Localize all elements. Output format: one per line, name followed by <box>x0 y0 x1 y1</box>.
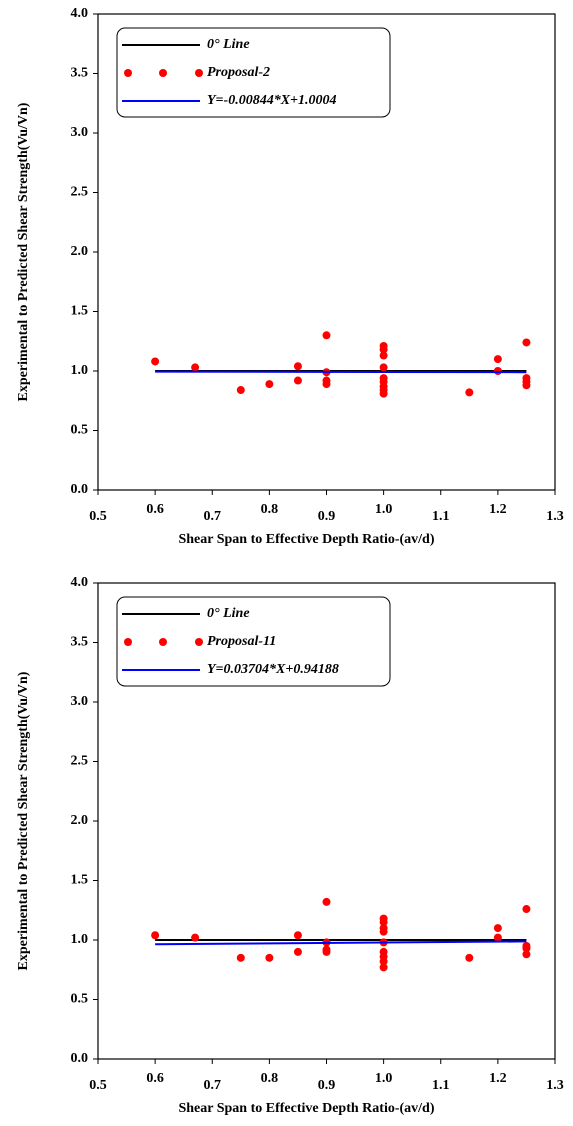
point <box>379 363 388 372</box>
legend-label: 0° Line <box>207 606 250 621</box>
legend-label: Y=-0.00844*X+1.0004 <box>207 93 337 108</box>
point <box>191 933 200 942</box>
y-tick-label: 0.0 <box>71 1051 89 1066</box>
point <box>522 381 531 390</box>
y-tick-label: 2.5 <box>71 185 89 200</box>
line <box>155 940 527 946</box>
y-tick-label: 3.0 <box>71 694 89 709</box>
y-tick-label: 3.5 <box>71 635 89 650</box>
point <box>379 957 388 966</box>
point <box>465 953 474 962</box>
x-axis-label: Shear Span to Effective Depth Ratio-(av/… <box>178 532 434 547</box>
point <box>522 905 531 914</box>
x-tick-label: 1.3 <box>546 1078 564 1093</box>
point <box>236 953 245 962</box>
x-tick-label: 0.9 <box>318 509 336 524</box>
x-tick-label: 0.8 <box>261 1071 279 1086</box>
y-axis-label: Experimental to Predicted Shear Strength… <box>16 102 31 401</box>
legend-marker <box>159 69 167 77</box>
y-tick-label: 0.0 <box>71 482 89 497</box>
y-tick-label: 1.5 <box>71 304 89 319</box>
point <box>379 927 388 936</box>
point <box>265 953 274 962</box>
legend-marker <box>195 638 203 646</box>
y-axis-label: Experimental to Predicted Shear Strength… <box>16 671 31 970</box>
point <box>522 944 531 953</box>
x-tick-label: 0.7 <box>204 509 222 524</box>
point <box>493 924 502 933</box>
y-tick-label: 3.0 <box>71 125 89 140</box>
y-tick-label: 0.5 <box>71 992 89 1007</box>
point <box>293 931 302 940</box>
point <box>293 947 302 956</box>
point <box>151 931 160 940</box>
point <box>493 367 502 375</box>
x-tick-label: 1.1 <box>432 509 450 524</box>
point <box>379 345 388 354</box>
line <box>155 370 527 374</box>
point <box>293 362 302 371</box>
y-tick-label: 4.0 <box>71 6 89 21</box>
point <box>522 950 531 959</box>
y-tick-label: 2.5 <box>71 754 89 769</box>
legend-box <box>116 596 391 687</box>
point <box>322 380 331 389</box>
x-axis-label: Shear Span to Effective Depth Ratio-(av/… <box>178 1101 434 1116</box>
y-tick-label: 1.0 <box>71 363 89 378</box>
legend-label: Proposal-2 <box>207 65 270 80</box>
x-tick-label: 0.9 <box>318 1078 336 1093</box>
x-tick-label: 1.2 <box>489 1071 507 1086</box>
point <box>293 376 302 385</box>
legend-marker <box>159 638 167 646</box>
y-tick-label: 3.5 <box>71 66 89 81</box>
legend-label: Y=0.03704*X+0.94188 <box>207 662 339 677</box>
point <box>379 351 388 360</box>
x-tick-label: 0.5 <box>89 1078 107 1093</box>
x-tick-label: 1.2 <box>489 502 507 517</box>
x-tick-label: 0.6 <box>146 1071 164 1086</box>
point <box>493 933 502 942</box>
y-tick-label: 1.5 <box>71 873 89 888</box>
point <box>151 357 160 366</box>
point <box>265 380 274 389</box>
point <box>522 338 531 347</box>
y-tick-label: 0.5 <box>71 423 89 438</box>
x-tick-label: 0.7 <box>204 1078 222 1093</box>
point <box>465 388 474 397</box>
x-tick-label: 0.8 <box>261 502 279 517</box>
point <box>322 947 331 956</box>
x-tick-label: 1.1 <box>432 1078 450 1093</box>
x-tick-label: 1.3 <box>546 509 564 524</box>
legend-label: 0° Line <box>207 37 250 52</box>
x-tick-label: 1.0 <box>375 1071 393 1086</box>
point <box>379 918 388 927</box>
x-tick-label: 0.5 <box>89 509 107 524</box>
point <box>322 897 331 906</box>
legend-marker <box>195 69 203 77</box>
point <box>379 389 388 398</box>
point <box>236 386 245 395</box>
y-tick-label: 1.0 <box>71 932 89 947</box>
x-tick-label: 0.6 <box>146 502 164 517</box>
point <box>191 363 200 372</box>
y-tick-label: 4.0 <box>71 575 89 590</box>
legend-box <box>116 27 391 118</box>
point <box>493 355 502 364</box>
point <box>379 963 388 972</box>
legend-marker <box>124 69 132 77</box>
point <box>322 331 331 340</box>
legend-marker <box>124 638 132 646</box>
legend-label: Proposal-11 <box>207 634 276 649</box>
y-tick-label: 2.0 <box>71 813 89 828</box>
y-tick-label: 2.0 <box>71 244 89 259</box>
x-tick-label: 1.0 <box>375 502 393 517</box>
